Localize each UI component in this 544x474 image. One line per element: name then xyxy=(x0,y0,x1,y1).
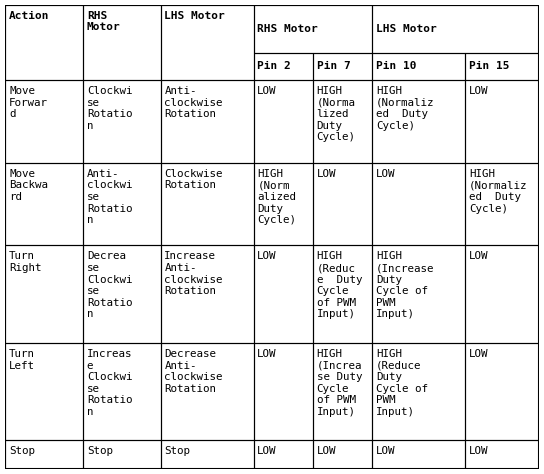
Bar xyxy=(83,440,160,469)
Text: Pin 2: Pin 2 xyxy=(257,61,291,71)
Bar xyxy=(465,163,539,246)
Text: Clockwi
se
Rotatio
n: Clockwi se Rotatio n xyxy=(87,86,132,131)
Bar xyxy=(83,5,160,80)
Text: Move
Backwa
rd: Move Backwa rd xyxy=(9,169,48,202)
Bar xyxy=(5,5,83,80)
Bar xyxy=(372,246,465,343)
Text: Anti-
clockwi
se
Rotatio
n: Anti- clockwi se Rotatio n xyxy=(87,169,132,225)
Text: LOW: LOW xyxy=(376,447,395,456)
Text: Anti-
clockwise
Rotation: Anti- clockwise Rotation xyxy=(164,86,223,119)
Text: LOW: LOW xyxy=(257,447,277,456)
Bar xyxy=(160,163,254,246)
Text: LOW: LOW xyxy=(469,251,489,261)
Bar xyxy=(465,53,539,80)
Text: Clockwise
Rotation: Clockwise Rotation xyxy=(164,169,223,191)
Text: Stop: Stop xyxy=(9,447,35,456)
Bar xyxy=(465,343,539,440)
Bar xyxy=(465,440,539,469)
Bar xyxy=(254,163,313,246)
Bar xyxy=(372,163,465,246)
Bar xyxy=(83,80,160,163)
Text: LOW: LOW xyxy=(469,86,489,96)
Bar xyxy=(313,343,372,440)
Bar xyxy=(254,5,372,53)
Text: Move
Forwar
d: Move Forwar d xyxy=(9,86,48,119)
Text: LHS Motor: LHS Motor xyxy=(164,11,225,21)
Text: HIGH
(Normaliz
ed  Duty
Cycle): HIGH (Normaliz ed Duty Cycle) xyxy=(376,86,434,131)
Text: Stop: Stop xyxy=(87,447,113,456)
Bar xyxy=(372,53,465,80)
Bar xyxy=(465,80,539,163)
Bar xyxy=(254,80,313,163)
Bar xyxy=(313,440,372,469)
Bar xyxy=(83,246,160,343)
Text: LOW: LOW xyxy=(257,349,277,359)
Bar xyxy=(160,440,254,469)
Text: HIGH
(Norma
lized
Duty
Cycle): HIGH (Norma lized Duty Cycle) xyxy=(317,86,356,142)
Text: Pin 15: Pin 15 xyxy=(469,61,509,71)
Bar xyxy=(254,53,313,80)
Text: Action: Action xyxy=(9,11,50,21)
Text: LOW: LOW xyxy=(317,169,336,179)
Bar xyxy=(313,246,372,343)
Text: Increase
Anti-
clockwise
Rotation: Increase Anti- clockwise Rotation xyxy=(164,251,223,296)
Text: Turn
Left: Turn Left xyxy=(9,349,35,371)
Bar xyxy=(313,53,372,80)
Bar xyxy=(372,440,465,469)
Text: LOW: LOW xyxy=(257,251,277,261)
Bar xyxy=(254,246,313,343)
Bar xyxy=(160,80,254,163)
Text: RHS
Motor: RHS Motor xyxy=(87,11,121,32)
Text: LOW: LOW xyxy=(257,86,277,96)
Text: HIGH
(Increa
se Duty
Cycle
of PWM
Input): HIGH (Increa se Duty Cycle of PWM Input) xyxy=(317,349,362,417)
Bar xyxy=(5,440,83,469)
Text: Turn
Right: Turn Right xyxy=(9,251,42,273)
Text: HIGH
(Reduce
Duty
Cycle of
PWM
Input): HIGH (Reduce Duty Cycle of PWM Input) xyxy=(376,349,428,417)
Text: HIGH
(Normaliz
ed  Duty
Cycle): HIGH (Normaliz ed Duty Cycle) xyxy=(469,169,527,213)
Text: RHS Motor: RHS Motor xyxy=(257,24,318,34)
Text: Stop: Stop xyxy=(164,447,190,456)
Text: LOW: LOW xyxy=(376,169,395,179)
Text: LHS Motor: LHS Motor xyxy=(376,24,437,34)
Text: Pin 7: Pin 7 xyxy=(317,61,350,71)
Text: Increas
e
Clockwi
se
Rotatio
n: Increas e Clockwi se Rotatio n xyxy=(87,349,132,417)
Text: HIGH
(Reduc
e  Duty
Cycle
of PWM
Input): HIGH (Reduc e Duty Cycle of PWM Input) xyxy=(317,251,362,319)
Bar xyxy=(5,80,83,163)
Bar xyxy=(5,163,83,246)
Bar xyxy=(313,163,372,246)
Text: LOW: LOW xyxy=(469,447,489,456)
Text: Decrease
Anti-
clockwise
Rotation: Decrease Anti- clockwise Rotation xyxy=(164,349,223,394)
Bar xyxy=(5,343,83,440)
Bar xyxy=(160,5,254,80)
Bar xyxy=(372,80,465,163)
Bar xyxy=(5,246,83,343)
Text: LOW: LOW xyxy=(317,447,336,456)
Bar xyxy=(465,246,539,343)
Bar xyxy=(83,163,160,246)
Bar xyxy=(160,343,254,440)
Bar xyxy=(313,80,372,163)
Text: Decrea
se
Clockwi
se
Rotatio
n: Decrea se Clockwi se Rotatio n xyxy=(87,251,132,319)
Bar xyxy=(372,5,539,53)
Text: Pin 10: Pin 10 xyxy=(376,61,416,71)
Bar xyxy=(254,343,313,440)
Bar xyxy=(254,440,313,469)
Text: LOW: LOW xyxy=(469,349,489,359)
Text: HIGH
(Norm
alized
Duty
Cycle): HIGH (Norm alized Duty Cycle) xyxy=(257,169,296,225)
Bar xyxy=(83,343,160,440)
Text: HIGH
(Increase
Duty
Cycle of
PWM
Input): HIGH (Increase Duty Cycle of PWM Input) xyxy=(376,251,434,319)
Bar xyxy=(160,246,254,343)
Bar xyxy=(372,343,465,440)
